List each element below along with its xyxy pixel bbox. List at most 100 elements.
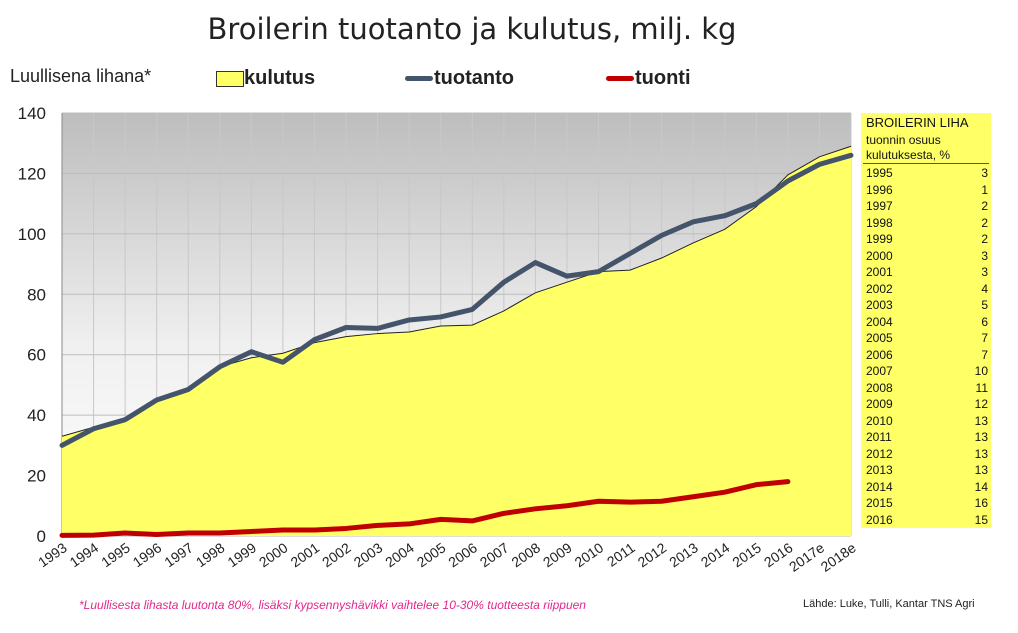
table-year: 2001 — [866, 265, 893, 279]
table-row: 2000 3 — [866, 249, 988, 265]
x-tick-label: 1994 — [67, 539, 102, 570]
table-row: 1998 2 — [866, 216, 988, 232]
table-value: 12 — [974, 397, 988, 411]
x-tick-label: 2011 — [604, 539, 638, 569]
table-year: 2012 — [866, 446, 893, 461]
y-tick-label: 40 — [27, 406, 46, 425]
footnote: *Luullisesta lihasta luutonta 80%, lisäk… — [79, 598, 586, 612]
table-subtitle-2: kulutuksesta, % — [866, 148, 951, 162]
table-value: 13 — [974, 413, 988, 428]
table-value: 13 — [974, 463, 988, 477]
legend-swatch-tuotanto — [405, 76, 433, 81]
x-tick-label: 2003 — [351, 539, 386, 570]
table-title: BROILERIN LIHA — [866, 115, 969, 130]
legend-label-tuonti: tuonti — [635, 67, 691, 89]
x-tick-label: 2013 — [666, 539, 701, 570]
x-tick-label: 2001 — [288, 539, 323, 570]
x-tick-label: 2002 — [319, 539, 354, 570]
table-value: 13 — [974, 430, 988, 444]
table-row: 2002 4 — [866, 282, 988, 298]
x-tick-label: 1996 — [130, 539, 165, 570]
legend-swatch-tuonti — [606, 76, 634, 81]
table-value: 2 — [981, 232, 988, 246]
x-tick-label: 1999 — [224, 539, 259, 570]
table-year: 2005 — [866, 331, 893, 345]
table-row: 2004 6 — [866, 315, 988, 331]
table-year: 2014 — [866, 479, 893, 494]
table-value: 7 — [981, 347, 988, 362]
table-year: 2004 — [866, 314, 893, 329]
x-tick-label: 2000 — [256, 539, 291, 570]
table-value: 3 — [981, 248, 988, 263]
table-year: 2016 — [866, 512, 893, 527]
table-row: 2008 11 — [866, 381, 988, 397]
x-tick-label: 2005 — [414, 539, 449, 570]
table-year: 1999 — [866, 232, 893, 246]
table-value: 2 — [981, 199, 988, 213]
y-tick-label: 20 — [27, 467, 46, 486]
table-subtitle-1: tuonnin osuus — [866, 133, 941, 147]
table-year: 2008 — [866, 380, 893, 395]
table-row: 2016 15 — [866, 513, 988, 529]
table-row: 2011 13 — [866, 430, 988, 446]
x-tick-label: 1995 — [98, 539, 133, 570]
table-value: 2 — [981, 215, 988, 230]
table-year: 2009 — [866, 397, 893, 411]
table-divider — [863, 163, 989, 164]
x-tick-label: 2004 — [382, 539, 417, 570]
x-tick-label: 2008 — [508, 539, 543, 570]
y-tick-label: 120 — [18, 164, 46, 183]
legend-label-kulutus: kulutus — [244, 67, 316, 89]
table-value: 1 — [981, 182, 988, 197]
table-row: 2007 10 — [866, 364, 988, 380]
legend-swatch-kulutus — [216, 71, 244, 87]
y-tick-label: 140 — [18, 104, 46, 123]
table-row: 2010 13 — [866, 414, 988, 430]
table-row: 1996 1 — [866, 183, 988, 199]
tuonti-line — [59, 479, 791, 538]
table-value: 3 — [981, 166, 988, 180]
legend-label-tuotanto: tuotanto — [434, 67, 514, 89]
table-year: 2010 — [866, 413, 893, 428]
x-tick-label: 2015 — [729, 539, 764, 570]
tuotanto-line — [59, 152, 854, 448]
table-value: 4 — [981, 281, 988, 296]
table-row: 1999 2 — [866, 232, 988, 248]
table-value: 14 — [974, 479, 988, 494]
x-tick-label: 2009 — [540, 539, 575, 570]
table-value: 7 — [981, 331, 988, 345]
table-year: 1996 — [866, 182, 893, 197]
table-row: 2014 14 — [866, 480, 988, 496]
table-year: 2006 — [866, 347, 893, 362]
table-value: 16 — [974, 496, 988, 510]
table-row: 1997 2 — [866, 199, 988, 215]
table-row: 2009 12 — [866, 397, 988, 413]
x-tick-label: 2018e — [818, 539, 859, 575]
table-year: 2000 — [866, 248, 893, 263]
x-tick-label: 1997 — [161, 539, 196, 570]
table-row: 2003 5 — [866, 298, 988, 314]
chart-title: Broilerin tuotanto ja kulutus, milj. kg — [207, 12, 737, 46]
table-row: 2015 16 — [866, 496, 988, 512]
table-row: 1995 3 — [866, 166, 988, 182]
table-value: 5 — [981, 298, 988, 312]
y-tick-label: 100 — [18, 225, 46, 244]
table-value: 3 — [981, 265, 988, 279]
x-tick-label: 2017e — [786, 539, 827, 575]
table-row: 2005 7 — [866, 331, 988, 347]
table-value: 11 — [975, 380, 988, 395]
table-row: 2001 3 — [866, 265, 988, 281]
y-axis-title: Luullisena lihana* — [10, 66, 152, 86]
table-year: 1995 — [866, 166, 893, 180]
table-year: 2013 — [866, 463, 893, 477]
x-tick-label: 2010 — [572, 539, 607, 570]
x-tick-labels: 1993199419951996199719981999200020012002… — [35, 539, 859, 575]
import-share-table: BROILERIN LIHA tuonnin osuus kulutuksest… — [861, 113, 991, 528]
table-year: 2002 — [866, 281, 893, 296]
table-value: 6 — [981, 314, 988, 329]
table-row: 2006 7 — [866, 348, 988, 364]
y-tick-label: 80 — [27, 285, 46, 304]
x-tick-label: 2012 — [635, 539, 670, 570]
